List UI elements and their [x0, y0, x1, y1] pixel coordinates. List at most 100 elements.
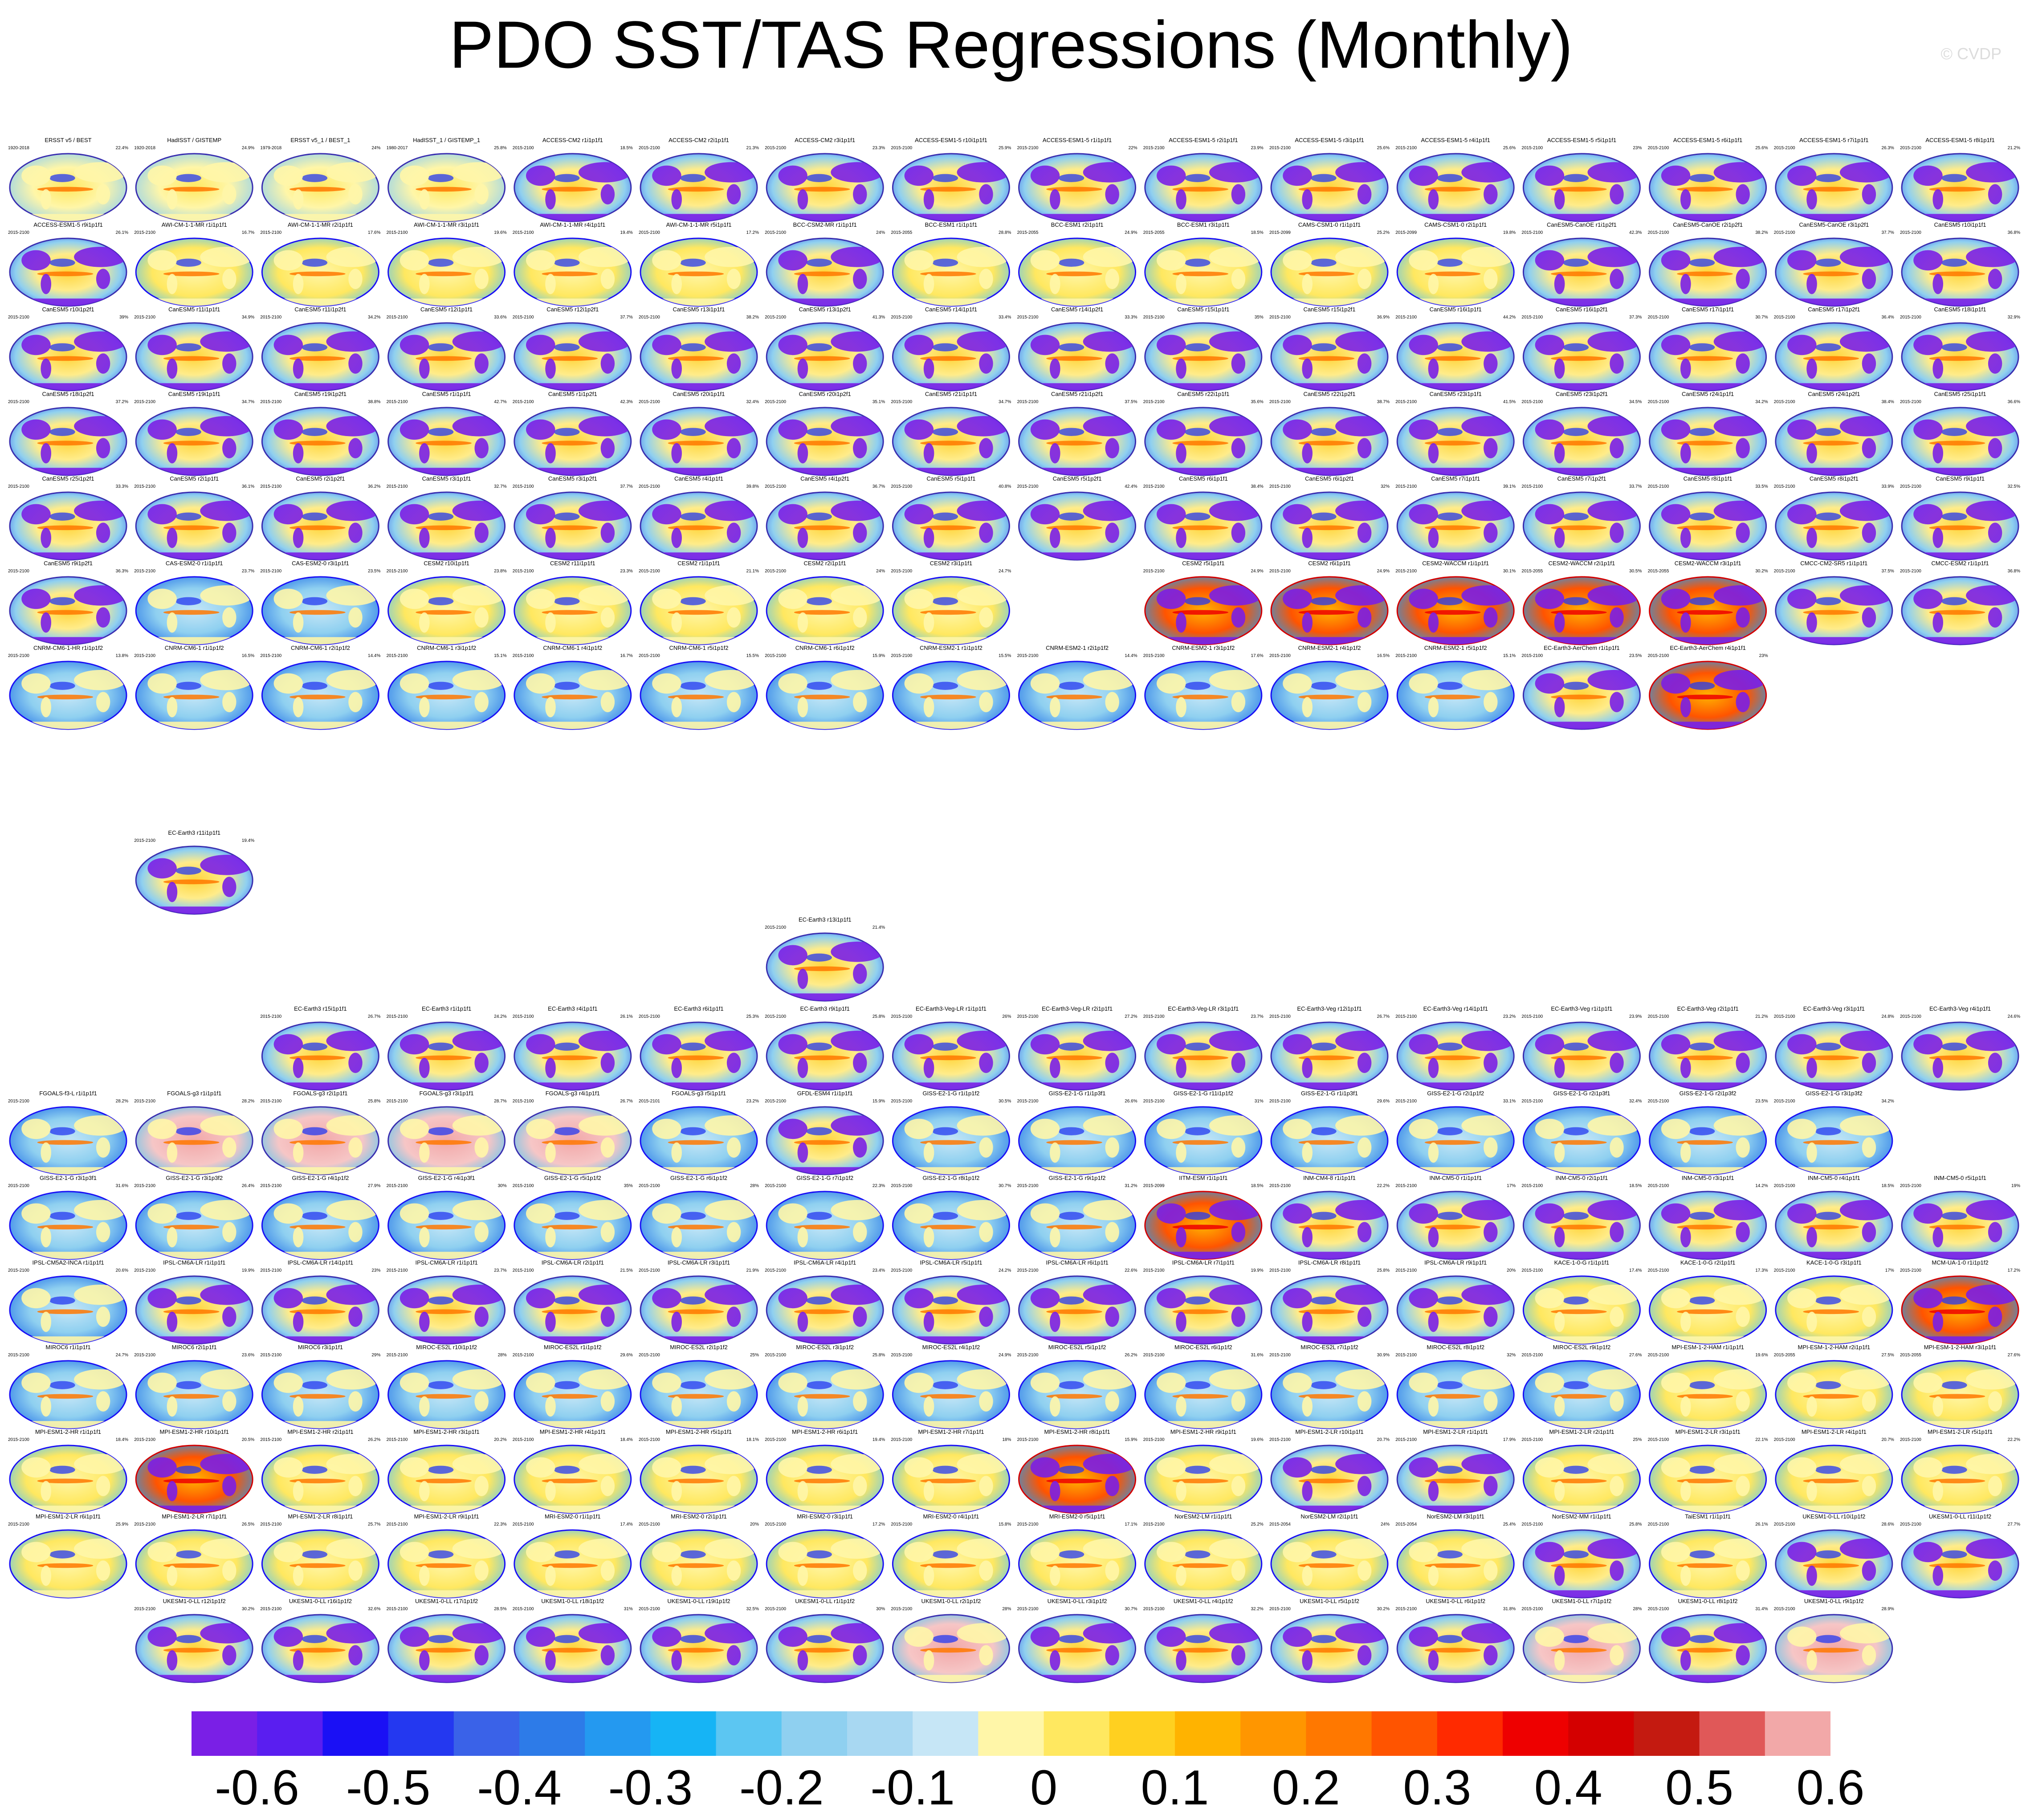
panel-period: 2015-2100: [513, 1607, 534, 1612]
africa-land: [96, 353, 110, 374]
tropical-pacific-band: [1046, 525, 1102, 530]
panel-variance-pct: 30.1%: [1503, 569, 1516, 574]
north-pacific-anomaly: [175, 1212, 201, 1220]
south-america-land: [545, 443, 556, 464]
north-america-land: [526, 1118, 555, 1139]
eurasia-land: [1209, 501, 1262, 521]
south-america-land: [671, 1057, 682, 1078]
panel-period: 2015-2100: [387, 315, 408, 320]
north-pacific-anomaly: [428, 681, 454, 690]
north-pacific-anomaly: [680, 681, 706, 690]
tropical-pacific-band: [1424, 610, 1481, 615]
panel-period: 2015-2100: [1143, 1268, 1165, 1273]
north-pacific-anomaly: [1437, 174, 1463, 182]
south-america-land: [1806, 1396, 1817, 1417]
panel-title: MPI-ESM1-2-HR r2i1p1f1: [287, 1428, 353, 1435]
panel-variance-pct: 31.6%: [116, 1183, 128, 1188]
panel-title: CanESM5 r19i1p1f1: [168, 391, 220, 397]
north-america-land: [21, 165, 51, 186]
panel-variance-pct: 23.6%: [242, 1353, 254, 1358]
tropical-pacific-band: [1677, 441, 1733, 446]
panel-period: 2015-2100: [639, 1353, 660, 1358]
panel-period: 2015-2100: [1017, 315, 1039, 320]
panel-variance-pct: 26.5%: [242, 1522, 254, 1527]
south-america-land: [923, 443, 934, 464]
panel-variance-pct: 27.9%: [368, 1183, 380, 1188]
north-pacific-anomaly: [1437, 343, 1463, 351]
north-america-land: [1409, 1034, 1438, 1055]
tropical-pacific-band: [668, 1055, 724, 1061]
africa-land: [348, 1645, 363, 1665]
north-pacific-anomaly: [1184, 1465, 1211, 1474]
north-america-land: [1283, 419, 1312, 440]
eurasia-land: [452, 1031, 505, 1051]
south-america-land: [1050, 1227, 1060, 1248]
eurasia-land: [326, 416, 379, 437]
north-america-land: [904, 250, 934, 271]
north-pacific-anomaly: [175, 1296, 201, 1305]
panel-title: INM-CM5-0 r4i1p1f1: [1808, 1175, 1860, 1181]
panel-period: 2015-2100: [387, 1437, 408, 1442]
eurasia-land: [1461, 247, 1514, 267]
south-america-land: [1932, 1227, 1944, 1248]
eurasia-land: [74, 416, 126, 437]
antarctica-land: [1019, 722, 1136, 729]
africa-land: [348, 1476, 363, 1496]
panel-title: CNRM-ESM2-1 r2i1p1f2: [1046, 645, 1109, 651]
north-pacific-anomaly: [554, 1042, 580, 1051]
south-america-land: [419, 527, 430, 548]
panel-title: IPSL-CM6A-LR r2i1p1f1: [542, 1259, 604, 1266]
africa-land: [1988, 353, 2002, 374]
eurasia-land: [1713, 331, 1766, 352]
south-america-land: [1176, 1311, 1186, 1332]
north-pacific-anomaly: [1058, 1042, 1084, 1051]
north-pacific-anomaly: [1941, 174, 1967, 182]
panel-period: 2015-2100: [891, 1183, 912, 1188]
south-america-land: [1302, 697, 1313, 718]
panel-variance-pct: 32.5%: [2008, 484, 2020, 489]
panel-variance-pct: 14.4%: [1125, 653, 1137, 658]
antarctica-land: [766, 722, 884, 729]
panel-period: 1980-2017: [387, 146, 408, 151]
africa-land: [348, 269, 363, 289]
tropical-pacific-band: [1298, 356, 1355, 361]
tropical-pacific-band: [1424, 1563, 1481, 1568]
panel-period: 2015-2100: [387, 1522, 408, 1527]
panel-period: 2015-2100: [1774, 315, 1795, 320]
south-america-land: [671, 1481, 682, 1502]
panel-variance-pct: 36.8%: [2008, 569, 2020, 574]
eurasia-land: [1966, 1538, 2018, 1559]
panel-period: 2015-2100: [1017, 1268, 1039, 1273]
africa-land: [1484, 1306, 1498, 1327]
antarctica-land: [1902, 1590, 2018, 1598]
panel-period: 2015-2100: [513, 569, 534, 574]
north-pacific-anomaly: [49, 1465, 75, 1474]
north-pacific-anomaly: [175, 343, 201, 351]
panel-variance-pct: 28%: [750, 1183, 759, 1188]
panel-variance-pct: 25.8%: [872, 1014, 885, 1019]
tropical-pacific-band: [1803, 1394, 1859, 1399]
tropical-pacific-band: [1803, 1055, 1859, 1061]
panel-period: 2015-2100: [765, 1353, 786, 1358]
panel-title: GISS-E2-1-G r5i1p1f2: [544, 1175, 601, 1181]
antarctica-land: [1649, 1675, 1766, 1682]
panel-variance-pct: 29.6%: [620, 1353, 632, 1358]
eurasia-land: [1209, 1538, 1262, 1559]
panel-title: EC-Earth3 r15i1p1f1: [294, 1005, 347, 1012]
africa-land: [1610, 1222, 1624, 1242]
panel-period: 2015-2100: [1521, 400, 1543, 404]
panel-title: GFDL-ESM4 r1i1p1f1: [797, 1090, 853, 1097]
north-pacific-anomaly: [1689, 258, 1715, 267]
africa-land: [1736, 353, 1750, 374]
